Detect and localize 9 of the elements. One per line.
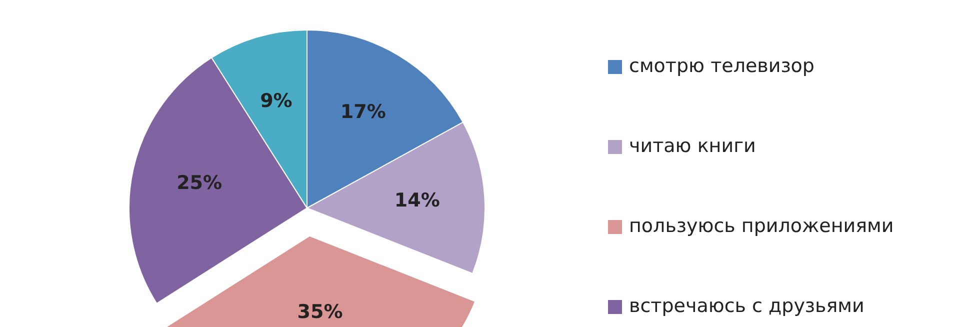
data-label: 17% (340, 101, 386, 124)
data-label: 35% (297, 301, 343, 324)
legend-label: пользуюсь приложениями (629, 215, 894, 238)
data-label: 25% (176, 172, 222, 194)
legend-label: встречаюсь с друзьями (629, 295, 864, 318)
legend-label: смотрю телевизор (629, 55, 814, 78)
data-label: 9% (260, 90, 292, 112)
legend-label: читаю книги (629, 135, 756, 158)
data-label: 14% (394, 189, 440, 212)
